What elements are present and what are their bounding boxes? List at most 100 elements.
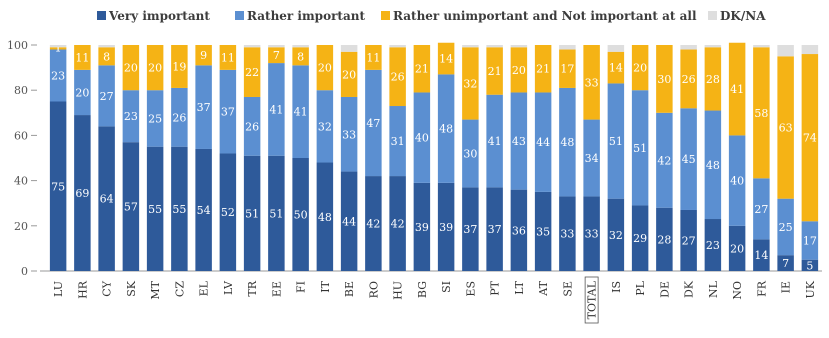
data-label-DK-series-3: 26 (682, 73, 696, 86)
total-label-box (584, 276, 599, 324)
x-tick-label-MT: MT (149, 280, 162, 299)
bar-PT-series-4 (486, 45, 503, 48)
bar-BG-series-2 (413, 92, 431, 183)
bar-BE-series-1 (340, 171, 358, 271)
bar-AT-series-3 (534, 45, 552, 93)
data-label-EE-series-3: 7 (273, 49, 280, 62)
bar-SE-series-2 (559, 87, 576, 197)
x-tick-label-BG: BG (416, 281, 429, 298)
bar-NL-series-3 (704, 47, 722, 111)
bar-CY-series-2 (98, 65, 115, 127)
bar-TR-series-3 (243, 47, 261, 97)
data-label-SK-series-2: 23 (124, 110, 138, 123)
data-label-AT-series-3: 21 (536, 63, 550, 76)
data-label-LV-series-3: 11 (221, 51, 235, 64)
data-label-IE-series-3: 63 (779, 121, 793, 134)
x-tick-label-SI: SI (440, 281, 453, 293)
data-label-HR-series-3: 11 (75, 51, 89, 64)
data-label-IS-series-2: 51 (609, 135, 623, 148)
bar-ES-series-2 (462, 119, 479, 188)
x-tick-label-ES: ES (464, 281, 477, 297)
bar-BG-series-3 (413, 45, 431, 93)
x-tick-label-FI: FI (295, 281, 308, 293)
bar-PT-series-2 (486, 94, 503, 188)
x-tick-label-CZ: CZ (173, 281, 186, 297)
bar-EE-series-3 (268, 47, 285, 64)
x-tick-label-DK: DK (683, 280, 696, 298)
legend-swatch-2 (235, 11, 244, 20)
bar-CY-series-3 (98, 47, 115, 66)
data-label-DE-series-3: 30 (657, 73, 671, 86)
data-label-CZ-series-2: 26 (172, 111, 186, 124)
data-label-NL-series-3: 28 (706, 73, 720, 86)
data-label-TOTAL-series-1: 33 (585, 228, 599, 241)
data-label-CZ-series-1: 55 (172, 203, 186, 216)
bar-CZ-series-1 (171, 146, 188, 271)
bar-LU-series-2 (49, 49, 67, 102)
legend-label-3: Rather unimportant and Not important at … (393, 9, 697, 23)
y-tick-label-20: 20 (14, 220, 28, 233)
bar-TR-series-2 (243, 96, 261, 156)
bar-HU-series-4 (389, 45, 406, 48)
data-label-ES-series-2: 30 (463, 147, 477, 160)
data-label-NL-series-1: 23 (706, 239, 720, 252)
bar-HU-series-1 (389, 176, 406, 271)
bar-DE-series-1 (656, 207, 673, 271)
data-label-SK-series-1: 57 (124, 201, 138, 214)
bar-TOTAL-series-1 (583, 196, 600, 271)
data-label-NO-series-3: 41 (730, 83, 744, 96)
data-label-BG-series-3: 21 (415, 63, 429, 76)
bar-IS-series-1 (607, 198, 625, 271)
bar-MT-series-2 (146, 90, 164, 147)
data-label-CY-series-1: 64 (100, 193, 114, 206)
data-label-LT-series-2: 43 (512, 135, 526, 148)
data-label-AT-series-2: 44 (536, 136, 550, 149)
data-label-RO-series-2: 47 (366, 117, 380, 130)
bar-FI-series-3 (292, 47, 309, 66)
x-tick-label-LT: LT (513, 280, 526, 294)
x-tick-label-NL: NL (707, 280, 720, 298)
data-label-EE-series-1: 51 (269, 207, 283, 220)
bar-AT-series-2 (534, 92, 552, 192)
data-label-IE-series-2: 25 (779, 221, 793, 234)
bar-FR-series-1 (753, 239, 770, 271)
data-label-RO-series-1: 42 (366, 218, 380, 231)
bar-LT-series-3 (510, 47, 528, 93)
data-label-TOTAL-series-3: 33 (585, 76, 599, 89)
x-tick-label-EL: EL (198, 280, 211, 296)
bar-LV-series-3 (219, 45, 237, 70)
data-label-EL-series-1: 54 (197, 204, 211, 217)
y-tick-label-60: 60 (14, 129, 28, 142)
bar-FR-series-3 (753, 47, 770, 179)
bar-EL-series-1 (195, 148, 212, 271)
data-label-HR-series-1: 69 (75, 187, 89, 200)
bar-SE-series-4 (559, 45, 576, 50)
bar-HR-series-1 (74, 115, 91, 271)
data-label-BE-series-2: 33 (342, 128, 356, 141)
bar-UK-series-4 (801, 45, 819, 55)
bar-SK-series-1 (122, 142, 140, 271)
data-label-IT-series-1: 48 (318, 211, 332, 224)
legend-label-4: DK/NA (720, 9, 766, 23)
data-label-FI-series-2: 41 (294, 106, 308, 119)
bar-IS-series-4 (607, 45, 625, 52)
bar-SI-series-1 (437, 182, 455, 271)
legend-swatch-3 (381, 11, 390, 20)
bar-SE-series-3 (559, 49, 576, 88)
data-label-NO-series-2: 40 (730, 175, 744, 188)
data-label-SE-series-3: 17 (560, 63, 574, 76)
data-label-SI-series-1: 39 (439, 221, 453, 234)
bar-CZ-series-3 (171, 45, 188, 88)
data-label-TOTAL-series-2: 34 (585, 152, 599, 165)
data-label-SE-series-2: 48 (560, 136, 574, 149)
bar-SI-series-3 (437, 42, 455, 75)
bar-IE-series-1 (777, 255, 794, 271)
data-label-FI-series-1: 50 (294, 209, 308, 222)
x-tick-label-IT: IT (319, 280, 332, 292)
x-tick-label-LU: LU (52, 281, 65, 297)
bar-PT-series-1 (486, 187, 503, 271)
data-label-DK-series-2: 45 (682, 153, 696, 166)
bar-RO-series-3 (365, 45, 382, 70)
bar-CY-series-4 (98, 45, 115, 48)
